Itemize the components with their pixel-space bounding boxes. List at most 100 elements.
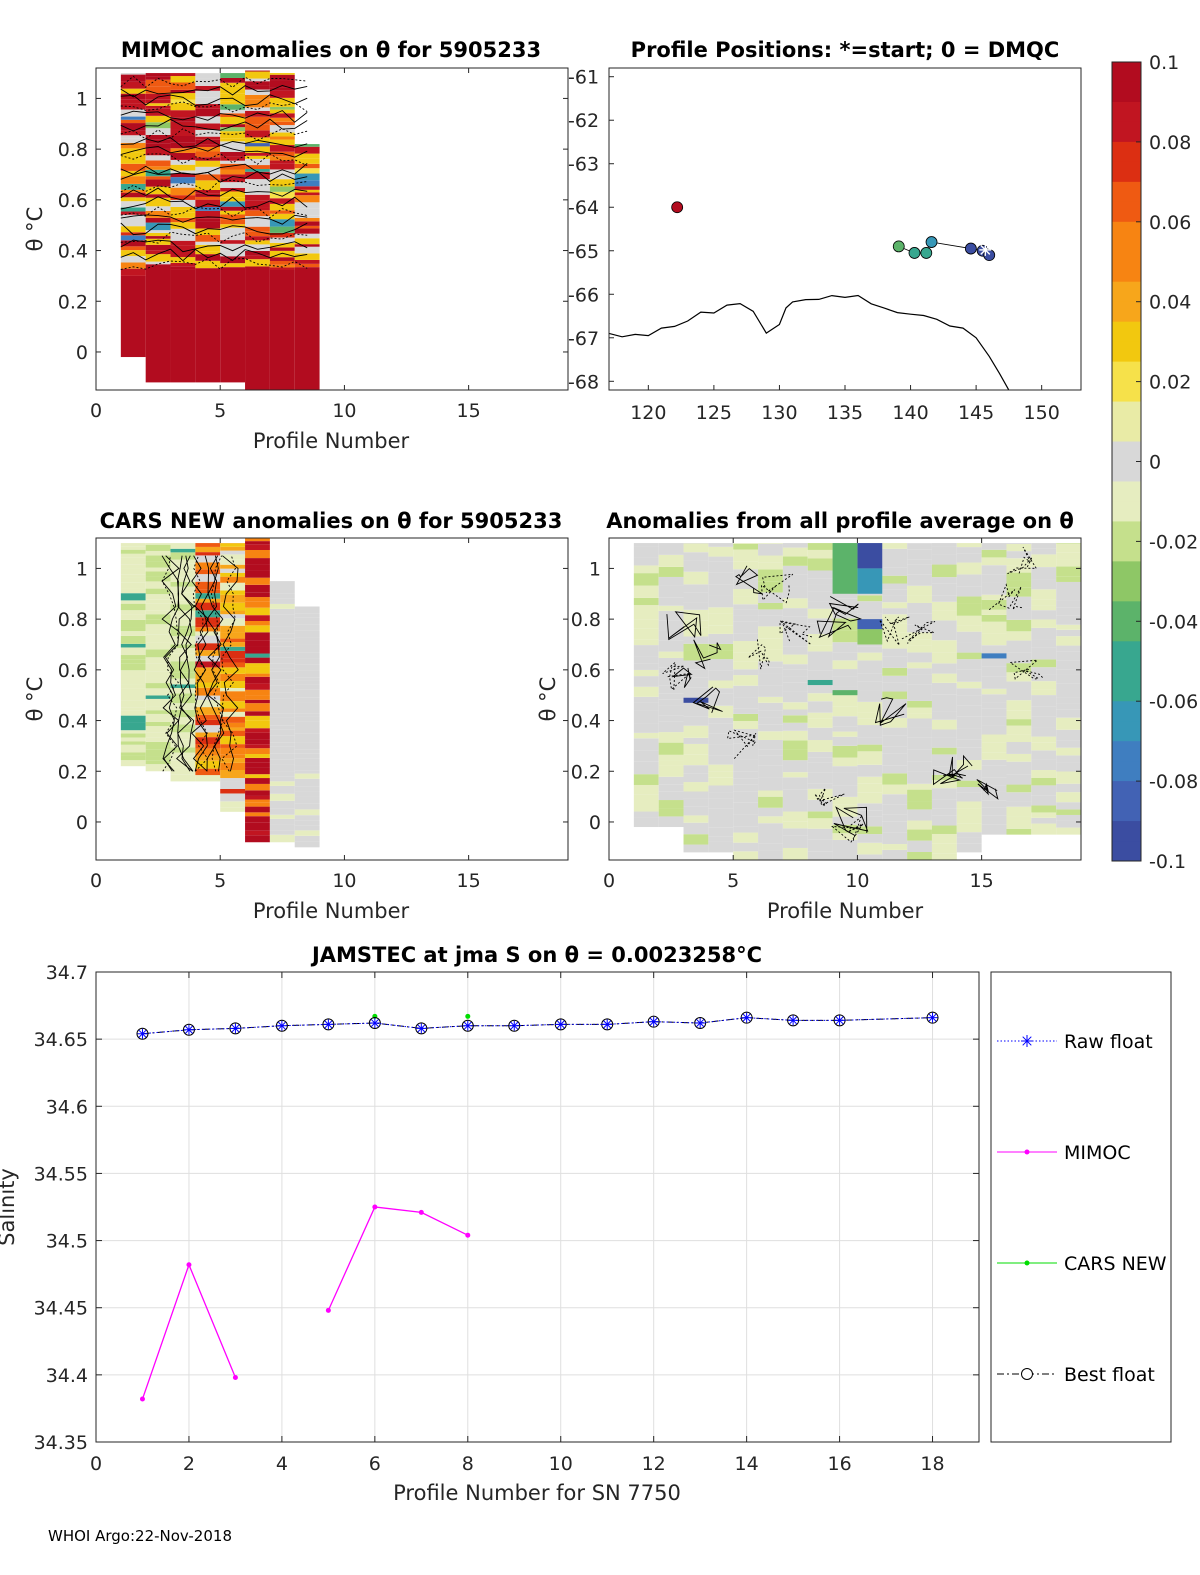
heat-cell	[1031, 605, 1057, 611]
heat-cell	[1031, 750, 1057, 760]
heat-cell	[245, 146, 270, 153]
heat-cell	[907, 595, 932, 603]
raw-float-star-stroke	[649, 1017, 658, 1026]
heat-cell	[1006, 558, 1032, 566]
heat-cell	[145, 261, 171, 265]
heat-cell	[708, 659, 734, 671]
heat-cell	[120, 655, 146, 660]
heat-cell	[758, 765, 783, 778]
heat-cell	[683, 560, 709, 572]
heat-cell	[269, 753, 295, 760]
heat-cell	[1056, 762, 1081, 772]
heat-cell	[120, 600, 146, 604]
heat-cell	[269, 242, 295, 248]
heat-cell	[269, 808, 295, 815]
heat-cell	[782, 811, 808, 822]
contour-line	[948, 754, 973, 779]
contour-line	[120, 75, 308, 88]
heat-cell	[294, 716, 320, 722]
heat-cell	[195, 671, 221, 677]
heat-cell	[931, 673, 957, 683]
heat-cell	[1031, 667, 1057, 675]
heat-cell	[1031, 548, 1057, 555]
best-float-point	[182, 1023, 195, 1036]
heat-cell	[220, 256, 246, 264]
heat-cell	[882, 632, 908, 640]
heat-cell	[733, 615, 759, 622]
heat-cell	[733, 652, 759, 662]
heat-cell	[1056, 809, 1081, 815]
heat-cell	[782, 828, 808, 836]
contour-line	[120, 128, 308, 141]
heat-cell	[220, 546, 246, 551]
heat-cell	[882, 844, 908, 850]
colorbar-tick-label: -0.06	[1149, 691, 1198, 713]
heat-cell	[907, 707, 932, 714]
heat-cell	[832, 726, 858, 732]
heat-cell	[832, 652, 858, 661]
heat-cell	[981, 614, 1007, 622]
heat-cell	[269, 652, 295, 658]
heat-cell	[782, 565, 808, 575]
heat-cell	[857, 601, 883, 614]
colorbar-tick-label: -0.04	[1149, 611, 1198, 633]
heat-cell	[956, 603, 982, 616]
heat-cell	[120, 130, 146, 136]
heat-cell	[220, 576, 246, 583]
heat-cell	[120, 189, 146, 193]
heat-cell	[658, 699, 684, 706]
heat-cell	[708, 584, 734, 596]
heat-cell	[857, 826, 883, 835]
heat-cell	[170, 266, 196, 270]
heat-cell	[269, 742, 295, 747]
heat-cell	[782, 691, 808, 703]
heat-cell	[683, 754, 709, 766]
heat-cell	[145, 128, 171, 135]
heat-cell	[981, 676, 1007, 683]
x-tick-label: 10	[549, 1453, 573, 1475]
heat-cell	[1056, 651, 1081, 661]
best-float-point	[926, 1011, 939, 1024]
heat-cell	[1056, 740, 1081, 748]
heat-cell	[832, 618, 858, 631]
heat-cell	[758, 649, 783, 662]
heat-cell	[145, 217, 171, 223]
heat-cell	[195, 650, 221, 656]
heat-cell	[120, 564, 146, 569]
heat-cell	[758, 562, 783, 570]
heat-cell	[1031, 659, 1057, 668]
heat-cell	[1031, 817, 1057, 824]
heat-cell	[220, 210, 246, 215]
heat-cell	[782, 715, 808, 723]
heat-cell	[733, 826, 759, 833]
heat-cell	[170, 142, 196, 149]
heat-cell	[807, 608, 833, 619]
heat-cell	[145, 726, 171, 733]
heat-cell	[907, 632, 932, 640]
heat-cell	[1006, 672, 1032, 682]
heat-cell	[269, 800, 295, 809]
best-float-point	[740, 1011, 753, 1024]
heat-cell	[1031, 543, 1057, 549]
heat-cell	[245, 216, 270, 221]
heat-cell	[220, 625, 246, 633]
heat-cell	[220, 638, 246, 643]
best-float-point	[368, 1017, 381, 1030]
heat-cell	[658, 685, 684, 694]
heat-cell	[882, 567, 908, 576]
heat-cell	[195, 73, 221, 74]
heat-cell	[956, 652, 982, 660]
colorbar-swatch	[1112, 181, 1141, 203]
heat-cell	[245, 143, 270, 147]
heat-cell	[658, 765, 684, 777]
legend-label: Raw float	[1064, 1031, 1153, 1053]
legend-entry-cars-new: CARS NEW	[997, 1253, 1167, 1275]
heat-cell	[956, 832, 982, 838]
heat-cell	[658, 721, 684, 733]
colorbar-swatch	[1112, 501, 1141, 522]
heat-cell	[195, 687, 221, 696]
heat-cell	[145, 756, 171, 761]
heat-cell	[195, 139, 221, 145]
heat-cell	[708, 744, 734, 756]
